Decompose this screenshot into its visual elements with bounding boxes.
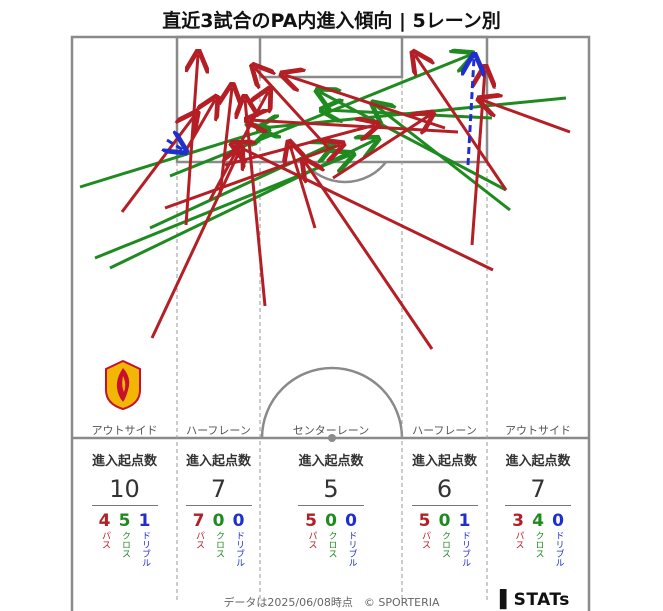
pass-label: パス	[306, 531, 317, 549]
pass-arrow	[235, 145, 494, 272]
cross-arrow	[375, 105, 511, 212]
pass-arrow	[332, 115, 430, 180]
cross-label: クロス	[214, 531, 224, 558]
pass-count: 3	[512, 511, 524, 531]
dribble-label: ドリブル	[140, 531, 150, 567]
stat-total: 7	[185, 475, 252, 506]
stat-head: 進入起点数	[298, 454, 364, 469]
stat-head: 進入起点数	[185, 454, 251, 469]
stat-head: 進入起点数	[505, 454, 571, 469]
dribble-count: 0	[345, 511, 357, 531]
cross-count: 5	[118, 511, 131, 531]
dribble-count: 1	[138, 511, 151, 531]
stat-head: 進入起点数	[411, 454, 477, 469]
dribble-label: ドリブル	[460, 531, 470, 567]
stat-total: 6	[411, 475, 478, 506]
goal-area	[258, 35, 404, 79]
pass-label: パス	[100, 531, 110, 549]
stat-head: 進入起点数	[91, 454, 157, 469]
lane-label-outside-left: アウトサイド	[91, 424, 158, 437]
dribble-label: ドリブル	[346, 531, 357, 567]
pass-arrow	[415, 55, 508, 191]
lane-label-center: センターレーン	[292, 424, 370, 437]
pass-arrow	[470, 70, 485, 246]
stat-total: 10	[91, 475, 158, 506]
cross-count: 4	[532, 511, 544, 531]
dribble-label: ドリブル	[234, 531, 244, 567]
pass-count: 7	[192, 511, 205, 531]
lane-label-halfspace-right: ハーフレーン	[412, 424, 477, 437]
page-title: 直近3試合のPA内進入傾向 | 5レーン別	[162, 10, 501, 32]
cross-count: 0	[212, 511, 225, 531]
pass-arrow	[150, 150, 240, 339]
cross-count: 0	[438, 511, 451, 531]
lane-stats-halfspace-right: 進入起点数 6 5 パス 0 クロス 1 ドリブル	[402, 450, 487, 567]
lane-stats-outside-right: 進入起点数 7 3 パス 4 クロス 0 ドリブル	[487, 450, 589, 567]
brand-text: STATs	[513, 590, 570, 610]
team-crest-icon	[105, 360, 141, 410]
lane-stats-outside-left: 進入起点数 10 4 パス 5 クロス 1 ドリブル	[72, 450, 177, 567]
dribble-count: 0	[552, 511, 564, 531]
pass-arrow	[245, 100, 267, 307]
cross-label: クロス	[533, 531, 544, 558]
pass-label: パス	[420, 531, 430, 549]
centre-spot	[328, 434, 336, 442]
stat-total: 5	[298, 475, 364, 506]
cross-label: クロス	[326, 531, 337, 558]
cross-label: クロス	[120, 531, 130, 558]
brand-logo: ▌STATs	[500, 590, 570, 610]
stat-total: 7	[505, 475, 571, 506]
dribble-arrow	[468, 58, 474, 166]
lane-label-halfspace-left: ハーフレーン	[186, 424, 251, 437]
pass-arrow	[120, 115, 195, 213]
brand-icon: ▌	[500, 590, 514, 610]
pass-label: パス	[194, 531, 204, 549]
cross-count: 0	[325, 511, 337, 531]
dribble-count: 0	[232, 511, 245, 531]
pass-count: 5	[305, 511, 317, 531]
footer-credit: データは2025/06/08時点 © SPORTERIA	[223, 596, 440, 609]
cross-arrow	[320, 92, 507, 192]
pass-arrow	[482, 100, 571, 134]
cross-label: クロス	[440, 531, 450, 558]
pass-arrow	[255, 68, 332, 152]
pass-arrow	[305, 162, 434, 350]
pass-count: 5	[418, 511, 431, 531]
pass-label: パス	[513, 531, 524, 549]
lane-stats-halfspace-left: 進入起点数 7 7 パス 0 クロス 0 ドリブル	[177, 450, 260, 567]
lane-stats-center: 進入起点数 5 5 パス 0 クロス 0 ドリブル	[260, 450, 402, 567]
pass-count: 4	[98, 511, 111, 531]
lane-label-outside-right: アウトサイド	[505, 424, 571, 437]
dribble-count: 1	[458, 511, 471, 531]
pass-arrow	[183, 100, 215, 153]
dribble-label: ドリブル	[553, 531, 564, 567]
centre-circle	[260, 366, 404, 439]
dribble-arrow	[167, 140, 183, 150]
cross-arrow	[79, 130, 265, 189]
pass-arrow	[290, 145, 317, 229]
